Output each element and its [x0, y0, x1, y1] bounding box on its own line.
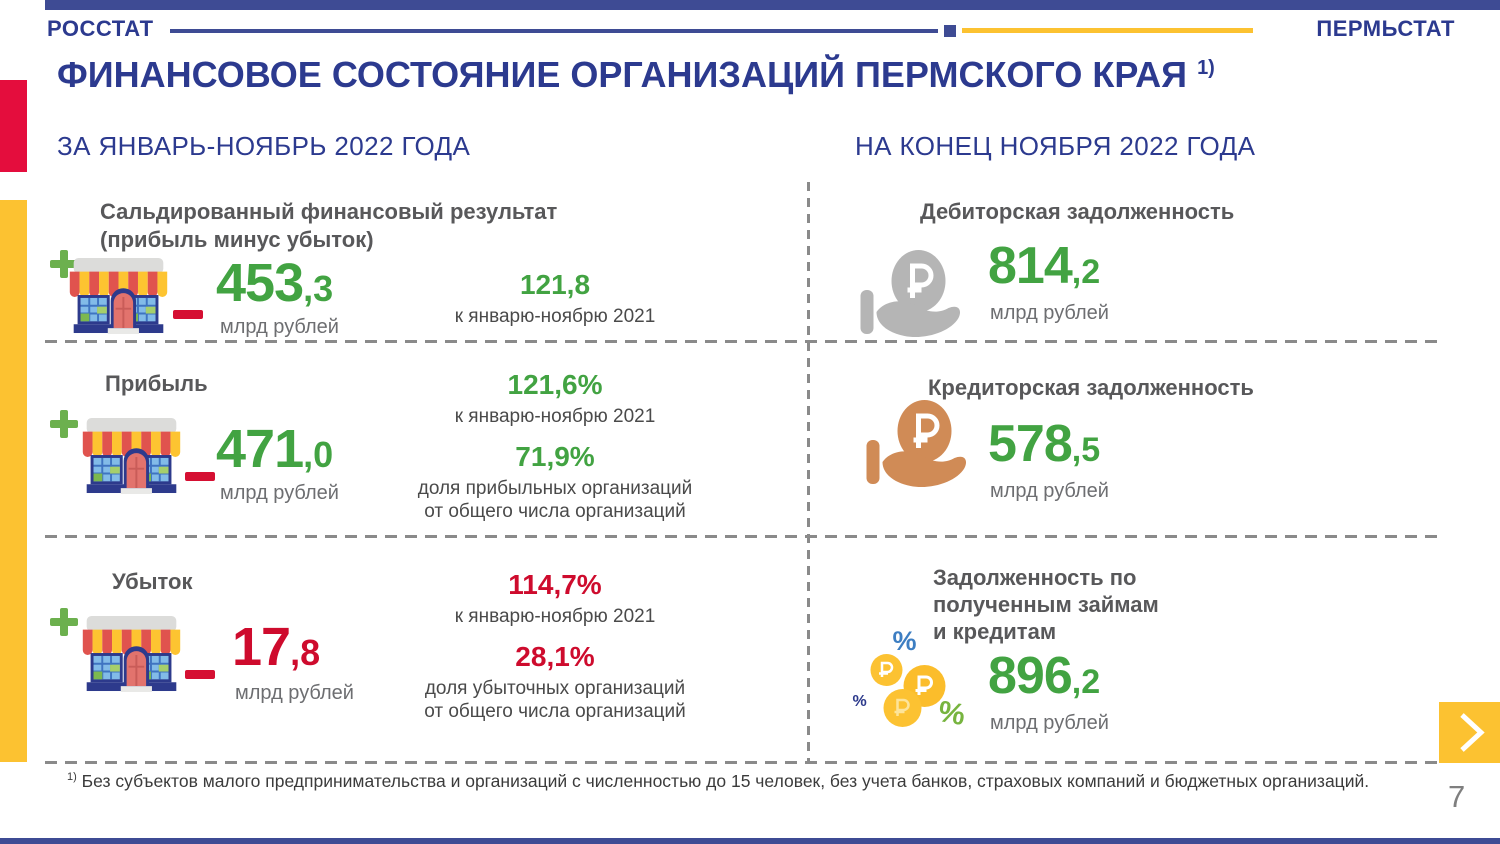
- top-accent-bar: [45, 0, 1500, 10]
- card-receivables: Дебиторская задолженность 814,2 млрд руб…: [820, 190, 1500, 340]
- right-section-header: НА КОНЕЦ НОЯБРЯ 2022 ГОДА: [855, 131, 1256, 161]
- percent-blue: %: [893, 626, 917, 656]
- left-red-accent: [0, 80, 27, 172]
- percent-navy: %: [853, 693, 867, 710]
- footnote-ref: 1): [67, 771, 77, 784]
- header-divider-blue: [170, 29, 938, 33]
- plus-icon: [50, 410, 78, 438]
- loans-value-frac: ,2: [1071, 663, 1101, 701]
- shop-icon: [62, 258, 175, 339]
- loss-value: 17,8: [232, 620, 320, 674]
- chevron-right-icon: [1460, 713, 1485, 752]
- receivables-unit: млрд рублей: [990, 302, 1109, 324]
- bottom-accent-bar: [0, 838, 1500, 844]
- loss-share-value: 28,1%: [515, 640, 595, 672]
- card-loans-title-line1: Задолженность по: [933, 565, 1137, 590]
- left-section-header: ЗА ЯНВАРЬ-НОЯБРЬ 2022 ГОДА: [57, 131, 471, 161]
- left-yellow-accent: [0, 200, 27, 762]
- receivables-value: 814,2: [988, 240, 1100, 292]
- card-saldo-title-line1: Сальдированный финансовый результат: [100, 199, 558, 224]
- card-loss: Убыток 17,8 млрд рублей 114,7% к январю-…: [45, 556, 805, 761]
- loss-ratio-value: 114,7%: [508, 569, 602, 600]
- card-profit-title: Прибыль: [105, 371, 208, 396]
- receivables-value-int: 814: [988, 237, 1073, 295]
- profit-share-caption-line2: от общего числа организаций: [424, 500, 686, 522]
- footnote: 1) Без субъектов малого предпринимательс…: [67, 771, 1457, 792]
- row-separator-1: [45, 340, 1443, 343]
- payables-value-int: 578: [988, 415, 1073, 473]
- loss-share-caption-line2: от общего числа организаций: [424, 700, 686, 722]
- loans-value: 896,2: [988, 650, 1100, 702]
- loss-ratio-caption: к январю-ноябрю 2021: [454, 605, 656, 627]
- plus-icon: [50, 250, 78, 278]
- next-slide-button[interactable]: [1439, 702, 1500, 763]
- loans-value-int: 896: [988, 647, 1073, 705]
- profit-share-caption-line1: доля прибыльных организаций: [417, 477, 693, 499]
- vertical-dashed-divider: [807, 182, 810, 762]
- shop-icon: [75, 417, 188, 499]
- payables-unit: млрд рублей: [990, 480, 1109, 502]
- saldo-value: 453,3: [216, 256, 333, 310]
- title-footnote-ref: 1): [1197, 57, 1215, 79]
- minus-icon: [173, 310, 203, 319]
- loss-unit: млрд рублей: [235, 682, 354, 704]
- card-payables: Кредиторская задолженность 578,5 млрд ру…: [820, 362, 1500, 534]
- coins-percent-icon: % % %: [850, 608, 968, 733]
- card-profit: Прибыль 471,0 млрд рублей 121,6% к январ…: [45, 360, 805, 536]
- card-loans-title: Задолженность по полученным займам и кре…: [933, 564, 1159, 645]
- permstat-logo: ПЕРМЬСТАТ: [1316, 16, 1455, 41]
- minus-icon: [185, 670, 215, 679]
- loans-unit: млрд рублей: [990, 712, 1109, 734]
- footnote-text: Без субъектов малого предпринимательства…: [81, 771, 1370, 791]
- loss-value-frac: ,8: [290, 632, 321, 673]
- page-number: 7: [1448, 779, 1466, 814]
- profit-share-caption: доля прибыльных организаций от общего чи…: [390, 477, 720, 523]
- card-loss-title: Убыток: [112, 569, 193, 594]
- saldo-unit: млрд рублей: [220, 316, 339, 338]
- receivables-value-frac: ,2: [1071, 253, 1101, 291]
- saldo-value-frac: ,3: [303, 268, 334, 309]
- profit-value-frac: ,0: [303, 434, 334, 475]
- card-loans: Задолженность по полученным займам и кре…: [820, 556, 1500, 762]
- page-title: ФИНАНСОВОЕ СОСТОЯНИЕ ОРГАНИЗАЦИЙ ПЕРМСКО…: [57, 54, 1215, 96]
- saldo-stats: 121,8 к январю-ноябрю 2021: [390, 269, 720, 328]
- profit-value: 471,0: [216, 422, 333, 476]
- hand-ruble-icon: [860, 248, 966, 345]
- card-saldo-title-line2: (прибыль минус убыток): [100, 227, 374, 252]
- profit-ratio-caption: к январю-ноябрю 2021: [454, 405, 656, 427]
- loss-share-caption-line1: доля убыточных организаций: [424, 677, 686, 699]
- card-payables-title: Кредиторская задолженность: [928, 375, 1254, 400]
- card-loans-title-line3: и кредитам: [933, 619, 1057, 644]
- card-saldo: Сальдированный финансовый результат (при…: [45, 190, 805, 340]
- percent-green: %: [936, 695, 968, 732]
- card-receivables-title: Дебиторская задолженность: [920, 199, 1235, 224]
- saldo-value-int: 453: [216, 253, 304, 313]
- profit-ratio-value: 121,6%: [507, 369, 603, 400]
- profit-share-value: 71,9%: [515, 440, 595, 472]
- profit-stats: 121,6% к январю-ноябрю 2021 71,9% доля п…: [390, 369, 720, 523]
- plus-icon: [50, 608, 78, 636]
- row-separator-2: [45, 535, 1443, 538]
- card-saldo-title: Сальдированный финансовый результат (при…: [100, 198, 557, 254]
- payables-value-frac: ,5: [1071, 431, 1101, 469]
- minus-icon: [185, 472, 215, 481]
- page-title-text: ФИНАНСОВОЕ СОСТОЯНИЕ ОРГАНИЗАЦИЙ ПЕРМСКО…: [57, 54, 1188, 95]
- profit-value-int: 471: [216, 419, 304, 479]
- loss-value-int: 17: [232, 617, 291, 677]
- profit-unit: млрд рублей: [220, 482, 339, 504]
- payables-value: 578,5: [988, 418, 1100, 470]
- saldo-ratio-caption: к январю-ноябрю 2021: [454, 305, 656, 327]
- rosstat-logo: РОССТАТ: [47, 16, 154, 41]
- card-loans-title-line2: полученным займам: [933, 592, 1159, 617]
- loss-share-caption: доля убыточных организаций от общего чис…: [390, 677, 720, 723]
- header-square-marker: [944, 25, 956, 37]
- hand-ruble-icon: [866, 398, 972, 495]
- saldo-ratio-value: 121,8: [519, 269, 591, 300]
- row-separator-3: [45, 761, 1443, 764]
- loss-stats: 114,7% к январю-ноябрю 2021 28,1% доля у…: [390, 569, 720, 723]
- header-divider-yellow: [962, 28, 1253, 33]
- shop-icon: [75, 615, 188, 697]
